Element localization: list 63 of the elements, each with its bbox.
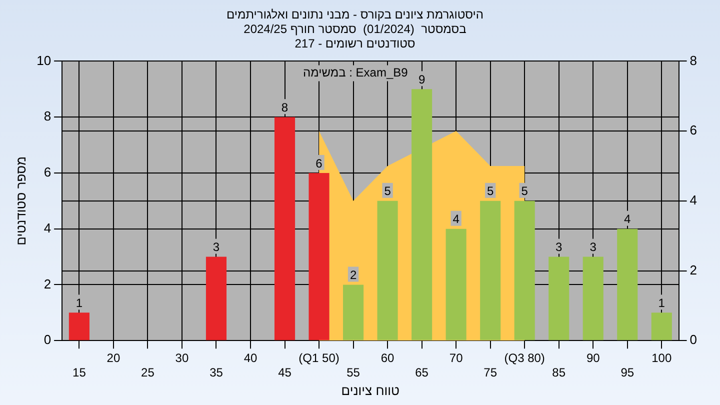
data-label: 5 (521, 184, 528, 198)
x-tick-label: 40 (244, 351, 258, 366)
y-tick-label: 8 (44, 108, 52, 124)
x-tick-label: 45 (278, 366, 292, 380)
y-tick-label: 10 (36, 52, 52, 68)
data-label: 3 (212, 240, 220, 254)
data-label: 6 (316, 156, 323, 170)
y2-tick-label: 0 (690, 332, 698, 348)
bar (651, 312, 672, 340)
y-tick-label: 2 (44, 276, 52, 292)
bar (412, 89, 432, 340)
x-tick-label: 55 (346, 366, 360, 380)
data-label: 4 (624, 212, 632, 226)
bar (377, 200, 398, 340)
bar (274, 117, 296, 340)
x-tick-label: 20 (106, 351, 120, 366)
bar (548, 256, 570, 340)
x-tick-label: 100 (652, 351, 672, 366)
data-label: 1 (76, 296, 83, 310)
data-label: 9 (418, 72, 426, 86)
data-label: 8 (281, 100, 288, 114)
x-tick-label: 30 (175, 351, 189, 366)
x-tick-label: 75 (484, 366, 498, 380)
data-label: 1 (658, 296, 666, 310)
y2-tick-label: 8 (690, 52, 698, 68)
x-tick-label: 15 (72, 366, 86, 380)
text: בסמסטר (01/2024) סמסטר חורף 2024/25 (244, 22, 466, 36)
x-tick-label: 85 (552, 366, 566, 380)
data-label: 4 (452, 212, 460, 226)
x-tick-label: 25 (141, 366, 155, 380)
bar (617, 228, 638, 340)
bar (308, 172, 330, 340)
x-axis-title: טווח ציונים (341, 382, 400, 398)
data-label: 3 (590, 240, 597, 254)
data-label: 2 (350, 268, 357, 282)
x-tick-label: 70 (449, 351, 464, 366)
bar (206, 256, 227, 340)
x-tick-label: 35 (210, 366, 224, 380)
y2-tick-label: 2 (690, 262, 698, 278)
y-tick-label: 4 (44, 220, 52, 236)
y2-tick-label: 6 (690, 122, 698, 138)
x-tick-label: 90 (586, 351, 600, 366)
bar (514, 200, 535, 340)
x-tick-label: 95 (620, 366, 634, 380)
bar (446, 228, 466, 340)
bar (582, 256, 604, 340)
y-tick-label: 0 (44, 332, 52, 348)
x-tick-label: 60 (380, 351, 395, 366)
bar (68, 312, 90, 340)
x-tick-label: (Q1 50) (298, 351, 340, 366)
x-tick-label: (Q3 80) (504, 351, 545, 366)
x-tick-label: 65 (415, 366, 429, 380)
data-label: 5 (486, 184, 494, 198)
y-axis-title: מספר סטודנטים (13, 156, 28, 246)
text: היסטוגרמת ציונים בקורס - מבני נתונים ואלגוריתמים (226, 8, 484, 22)
y2-tick-label: 4 (690, 192, 698, 208)
annotation: במשימה : Exam_B9 (303, 66, 408, 80)
data-label: 3 (556, 240, 563, 254)
data-label: 5 (384, 184, 392, 198)
bar (343, 284, 364, 340)
y-tick-label: 6 (44, 164, 52, 180)
text: סטודנטים רשומים - 217 (294, 36, 416, 50)
bar (480, 200, 501, 340)
